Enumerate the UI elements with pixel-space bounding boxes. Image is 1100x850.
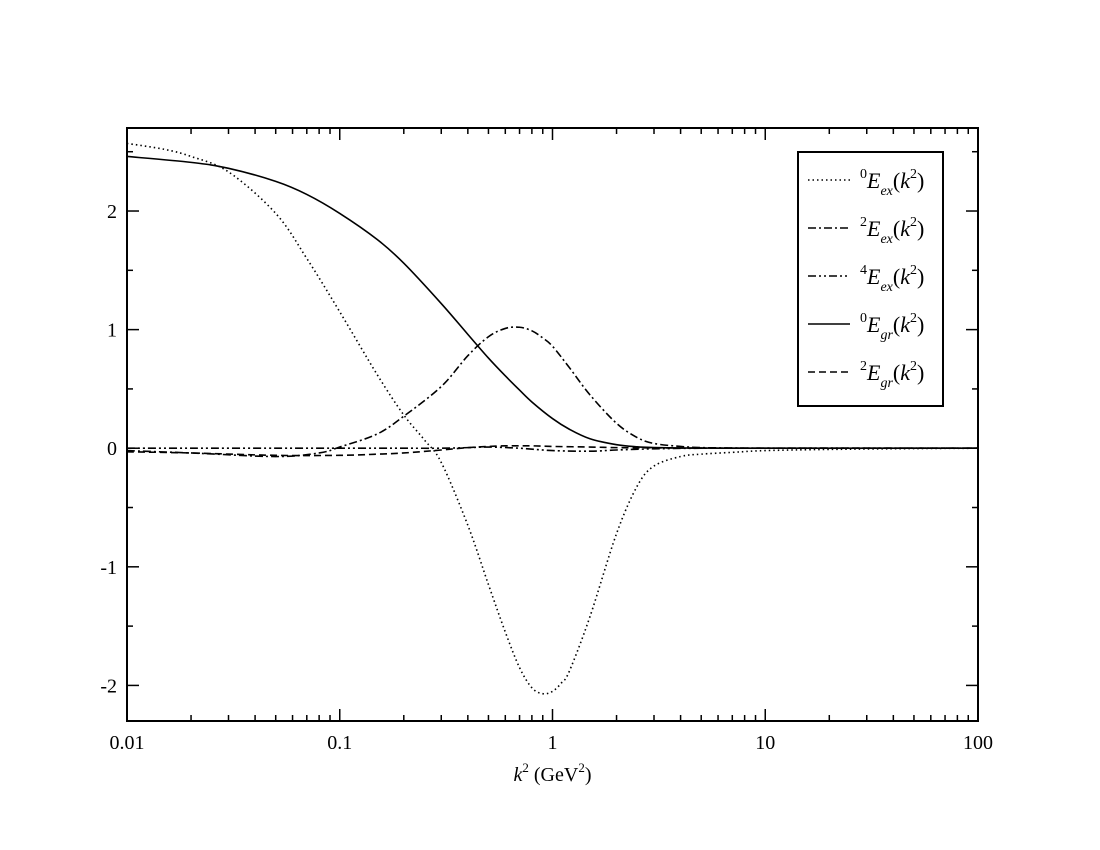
- x-axis-label-base: k: [514, 764, 524, 786]
- x-tick-label: 0.1: [327, 732, 352, 754]
- series-line-2: [126, 326, 978, 458]
- x-axis-label-unit-prefix: (GeV: [529, 764, 579, 786]
- ticks-layer: [126, 128, 979, 721]
- y-tick-label: 1: [107, 320, 117, 342]
- x-axis-label-unit-suffix: ): [585, 764, 592, 786]
- series-line-5: [126, 445, 979, 457]
- tick-labels-layer: 0.01 0.1 1 10 100 -2 -1 0 1 2: [100, 201, 993, 754]
- y-tick-label: -1: [100, 557, 117, 579]
- legend-label-3: 4Eex(k2): [860, 263, 924, 295]
- y-tick-label: 0: [107, 438, 117, 460]
- legend-items: 0Eex(k2) 2Eex(k2) 4Eex(k2) 0Egr(k2) 2Egr(k2): [808, 167, 924, 391]
- x-tick-label: 10: [755, 732, 775, 754]
- legend-label-1: 0Eex(k2): [860, 167, 924, 199]
- series-line-1: [126, 142, 979, 695]
- legend-label-4: 0Egr(k2): [860, 311, 924, 343]
- x-axis-label: k2 (GeV2): [514, 760, 592, 786]
- legend-label-2: 2Eex(k2): [860, 215, 924, 247]
- y-tick-label: -2: [100, 675, 117, 697]
- legend: 0Eex(k2) 2Eex(k2) 4Eex(k2) 0Egr(k2) 2Egr(k2): [797, 151, 944, 407]
- legend-label-5: 2Egr(k2): [860, 359, 924, 391]
- x-tick-label: 0.01: [110, 732, 145, 754]
- x-axis-label-sup: 2: [522, 760, 529, 775]
- x-axis-label-unit-sup: 2: [578, 760, 585, 775]
- x-tick-label: 100: [963, 732, 993, 754]
- series-layer: [126, 142, 979, 695]
- y-tick-label: 2: [107, 201, 117, 223]
- x-tick-label: 1: [548, 732, 558, 754]
- series-line-4: [126, 155, 978, 450]
- legend-box: [797, 151, 944, 407]
